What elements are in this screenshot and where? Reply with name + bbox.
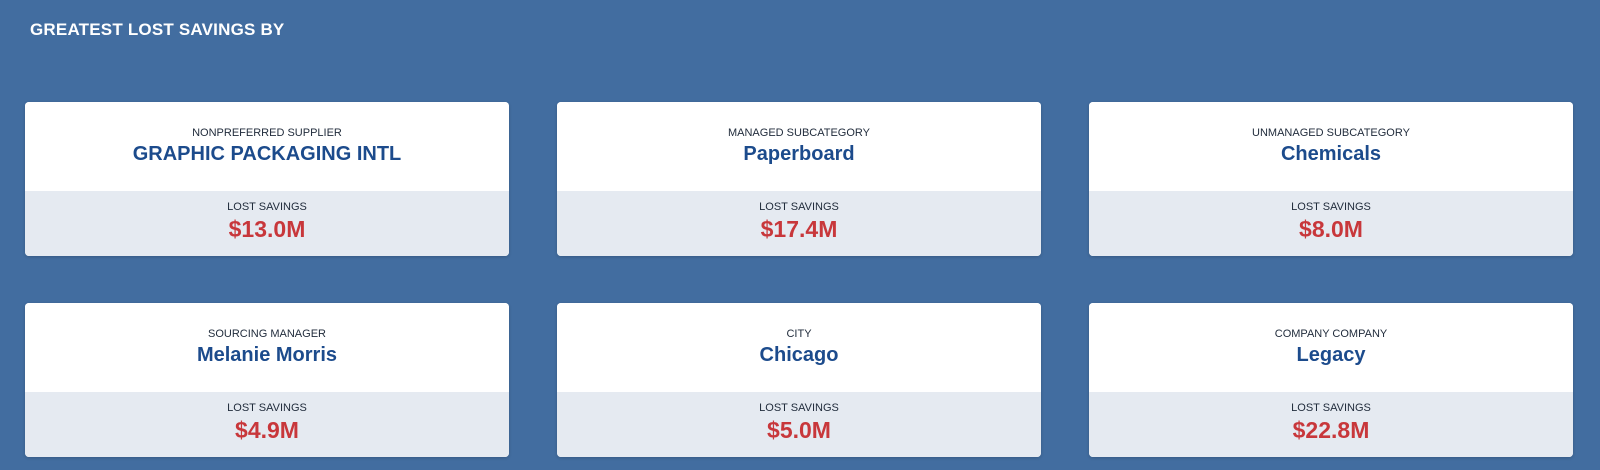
dimension-label: CITY	[786, 328, 812, 340]
dimension-label: UNMANAGED SUBCATEGORY	[1252, 127, 1410, 139]
card-header: CITY Chicago	[557, 303, 1041, 392]
card-sourcing-manager[interactable]: SOURCING MANAGER Melanie Morris LOST SAV…	[25, 303, 509, 457]
dimension-label: NONPREFERRED SUPPLIER	[192, 127, 342, 139]
card-nonpreferred-supplier[interactable]: NONPREFERRED SUPPLIER GRAPHIC PACKAGING …	[25, 102, 509, 256]
dimension-value: Melanie Morris	[196, 344, 338, 366]
dimension-value: Legacy	[1296, 344, 1366, 366]
metric-label: LOST SAVINGS	[759, 402, 839, 414]
card-footer: LOST SAVINGS $8.0M	[1089, 191, 1573, 256]
card-footer: LOST SAVINGS $13.0M	[25, 191, 509, 256]
metric-label: LOST SAVINGS	[227, 201, 307, 213]
card-company[interactable]: COMPANY COMPANY Legacy LOST SAVINGS $22.…	[1089, 303, 1573, 457]
dimension-value: Paperboard	[743, 143, 855, 165]
card-footer: LOST SAVINGS $22.8M	[1089, 392, 1573, 457]
card-footer: LOST SAVINGS $4.9M	[25, 392, 509, 457]
metric-value: $4.9M	[235, 417, 299, 443]
metric-label: LOST SAVINGS	[1291, 201, 1371, 213]
metric-label: LOST SAVINGS	[227, 402, 307, 414]
metric-label: LOST SAVINGS	[1291, 402, 1371, 414]
dimension-label: COMPANY COMPANY	[1274, 328, 1388, 340]
metric-value: $13.0M	[228, 216, 306, 242]
dimension-value: Chicago	[759, 344, 839, 366]
dimension-value: Chemicals	[1280, 143, 1382, 165]
card-footer: LOST SAVINGS $5.0M	[557, 392, 1041, 457]
metric-label: LOST SAVINGS	[759, 201, 839, 213]
metric-value: $22.8M	[1292, 417, 1370, 443]
metric-value: $8.0M	[1299, 216, 1363, 242]
card-city[interactable]: CITY Chicago LOST SAVINGS $5.0M	[557, 303, 1041, 457]
card-header: COMPANY COMPANY Legacy	[1089, 303, 1573, 392]
card-header: SOURCING MANAGER Melanie Morris	[25, 303, 509, 392]
card-header: UNMANAGED SUBCATEGORY Chemicals	[1089, 102, 1573, 191]
card-managed-subcategory[interactable]: MANAGED SUBCATEGORY Paperboard LOST SAVI…	[557, 102, 1041, 256]
dimension-label: MANAGED SUBCATEGORY	[727, 127, 870, 139]
card-unmanaged-subcategory[interactable]: UNMANAGED SUBCATEGORY Chemicals LOST SAV…	[1089, 102, 1573, 256]
metric-value: $5.0M	[767, 417, 831, 443]
page-title: GREATEST LOST SAVINGS BY	[30, 20, 285, 39]
card-header: NONPREFERRED SUPPLIER GRAPHIC PACKAGING …	[25, 102, 509, 191]
card-header: MANAGED SUBCATEGORY Paperboard	[557, 102, 1041, 191]
card-footer: LOST SAVINGS $17.4M	[557, 191, 1041, 256]
metric-value: $17.4M	[760, 216, 838, 242]
dimension-value: GRAPHIC PACKAGING INTL	[132, 143, 402, 165]
dimension-label: SOURCING MANAGER	[208, 328, 326, 340]
